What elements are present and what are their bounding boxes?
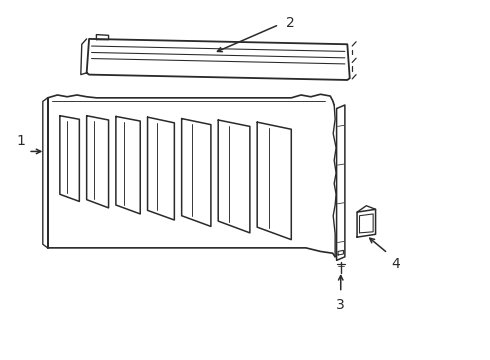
Text: 4: 4 — [391, 257, 400, 271]
Text: 2: 2 — [287, 16, 295, 30]
Text: 3: 3 — [336, 298, 345, 312]
Text: 1: 1 — [17, 134, 25, 148]
